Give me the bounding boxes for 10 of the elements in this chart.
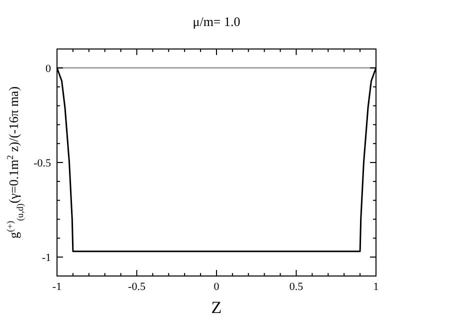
chart-title: μ/m= 1.0 — [192, 14, 240, 29]
y-tick-label: -0.5 — [34, 158, 52, 170]
y-tick-label: -1 — [42, 252, 51, 264]
x-axis-title: Z — [211, 298, 222, 317]
y-tick-label: 0 — [46, 62, 52, 75]
x-tick-label: -1 — [52, 281, 62, 293]
x-tick-label: 1 — [373, 281, 379, 293]
x-tick-label: -0.5 — [128, 281, 146, 293]
x-tick-label: 0 — [214, 281, 220, 293]
x-tick-label: 0.5 — [289, 281, 304, 293]
